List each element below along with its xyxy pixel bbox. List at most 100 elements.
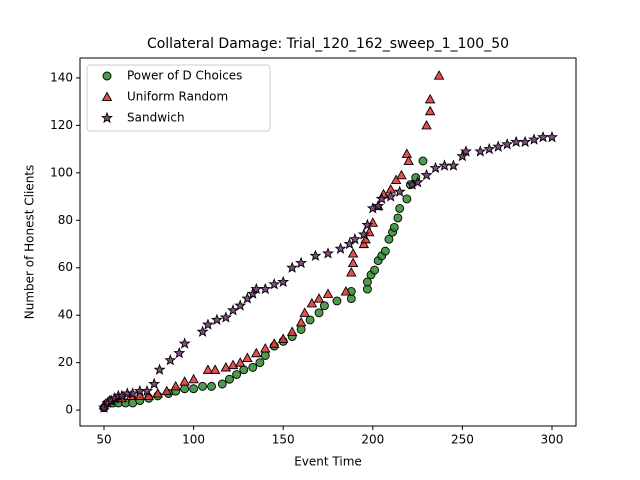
point: [295, 256, 308, 269]
legend-marker: [102, 71, 112, 81]
plot-frame: [79, 57, 577, 427]
point: [319, 301, 329, 311]
point: [411, 176, 424, 188]
point: [395, 203, 405, 213]
y-tick-label: 40: [58, 308, 73, 322]
point: [362, 284, 372, 294]
point: [390, 174, 402, 185]
point: [424, 93, 436, 104]
point: [161, 385, 172, 396]
point: [347, 248, 359, 258]
point: [456, 149, 469, 162]
legend-label: Sandwich: [127, 111, 185, 125]
point: [98, 401, 110, 413]
y-tick-label: 80: [58, 213, 73, 227]
point: [519, 135, 532, 148]
point: [309, 249, 322, 261]
point: [202, 364, 214, 374]
point: [418, 156, 428, 166]
point: [393, 213, 403, 223]
point: [295, 316, 307, 327]
point: [277, 275, 290, 288]
point: [313, 293, 325, 303]
point: [340, 286, 352, 296]
point: [259, 282, 272, 295]
point: [322, 288, 334, 298]
y-tick-label: 0: [65, 403, 73, 417]
point: [372, 199, 385, 212]
point: [239, 365, 249, 375]
point: [296, 324, 306, 334]
legend-box: [86, 64, 271, 132]
point: [173, 346, 186, 359]
point: [178, 337, 191, 349]
y-tick-label: 140: [50, 70, 73, 84]
x-tick-label: 300: [541, 433, 564, 447]
point: [143, 390, 155, 400]
point: [357, 228, 370, 240]
legend-marker: [101, 111, 113, 124]
point: [348, 232, 361, 245]
point: [277, 333, 289, 343]
x-axis-label: Event Time: [294, 455, 362, 469]
point: [207, 381, 216, 391]
point: [389, 222, 399, 232]
y-axis-label: Number of Honest Clients: [23, 165, 37, 320]
y-tick-label: 60: [58, 260, 73, 274]
point: [268, 278, 281, 290]
point: [421, 119, 432, 130]
point: [152, 388, 164, 398]
point: [401, 148, 413, 158]
point: [286, 326, 298, 336]
point: [492, 140, 505, 152]
point: [209, 364, 221, 374]
point: [148, 377, 161, 390]
point: [384, 190, 397, 202]
y-tick-label: 100: [50, 165, 73, 179]
point: [546, 130, 558, 143]
point: [375, 192, 388, 205]
point: [227, 304, 239, 316]
point: [134, 390, 146, 400]
point: [314, 308, 324, 318]
point: [153, 363, 166, 375]
point: [246, 287, 259, 299]
point: [474, 145, 487, 157]
point: [447, 159, 460, 171]
legend-label: Power of D Choices: [127, 69, 242, 83]
point: [360, 233, 371, 244]
point: [396, 169, 407, 180]
point: [196, 325, 209, 337]
point: [305, 315, 315, 325]
point: [234, 357, 246, 367]
point: [242, 352, 253, 362]
point: [393, 185, 406, 197]
point: [380, 246, 390, 256]
point: [170, 380, 181, 391]
point: [188, 373, 199, 384]
point: [234, 299, 247, 311]
point: [198, 381, 208, 391]
point: [260, 342, 271, 353]
point: [179, 376, 190, 386]
point: [306, 297, 318, 308]
point: [141, 384, 153, 397]
point: [347, 257, 359, 268]
legend-marker: [101, 91, 113, 102]
point: [260, 351, 270, 360]
point: [299, 307, 310, 317]
point: [126, 387, 139, 399]
point: [217, 379, 227, 389]
y-tick-label: 20: [58, 355, 73, 369]
point: [420, 168, 433, 181]
point: [358, 238, 370, 249]
point: [248, 362, 258, 372]
point: [232, 370, 242, 379]
point: [429, 161, 442, 174]
point: [424, 105, 436, 116]
point: [362, 277, 372, 287]
point: [322, 247, 334, 259]
point: [402, 194, 412, 204]
chart-title: Collateral Damage: Trial_120_162_sweep_1…: [147, 36, 509, 52]
